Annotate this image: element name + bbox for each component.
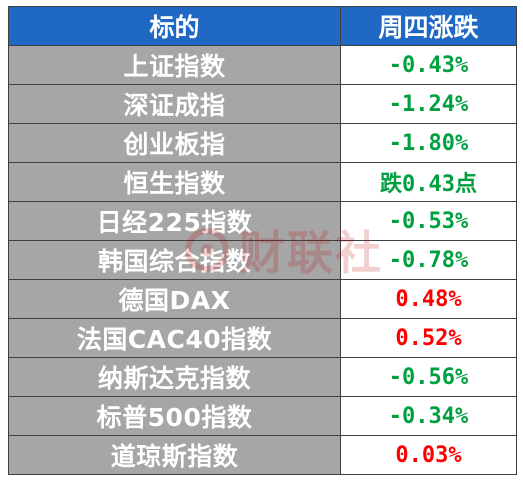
table-row: 纳斯达克指数 -0.56% xyxy=(8,357,517,397)
header-change-cell: 周四涨跌 xyxy=(340,6,517,46)
index-change-cell: 0.52% xyxy=(340,318,517,358)
index-name-cell: 上证指数 xyxy=(8,45,341,85)
index-change-cell: -0.53% xyxy=(340,201,517,241)
index-change-cell: -0.34% xyxy=(340,396,517,436)
table-row: 创业板指 -1.80% xyxy=(8,123,517,163)
index-name-cell: 标普500指数 xyxy=(8,396,341,436)
table-row: 恒生指数 跌0.43点 xyxy=(8,162,517,202)
index-change-cell: -1.24% xyxy=(340,84,517,124)
index-name-cell: 纳斯达克指数 xyxy=(8,357,341,397)
index-change-cell: 0.48% xyxy=(340,279,517,319)
index-name-cell: 恒生指数 xyxy=(8,162,341,202)
table-row: 深证成指 -1.24% xyxy=(8,84,517,124)
index-change-cell: -1.80% xyxy=(340,123,517,163)
index-change-cell: -0.56% xyxy=(340,357,517,397)
index-name-cell: 道琼斯指数 xyxy=(8,435,341,475)
table-header-row: 标的 周四涨跌 xyxy=(8,6,517,46)
table-row: 标普500指数 -0.34% xyxy=(8,396,517,436)
table-row: 韩国综合指数 -0.78% xyxy=(8,240,517,280)
index-change-cell: -0.43% xyxy=(340,45,517,85)
header-name-cell: 标的 xyxy=(8,6,341,46)
index-name-cell: 日经225指数 xyxy=(8,201,341,241)
index-name-cell: 德国DAX xyxy=(8,279,341,319)
index-change-table: 标的 周四涨跌 上证指数 -0.43% 深证成指 -1.24% 创业板指 -1.… xyxy=(8,6,517,475)
table-row: 德国DAX 0.48% xyxy=(8,279,517,319)
index-name-cell: 创业板指 xyxy=(8,123,341,163)
table-row: 上证指数 -0.43% xyxy=(8,45,517,85)
table-row: 道琼斯指数 0.03% xyxy=(8,435,517,475)
index-change-cell: 跌0.43点 xyxy=(340,162,517,202)
table-row: 日经225指数 -0.53% xyxy=(8,201,517,241)
index-change-cell: 0.03% xyxy=(340,435,517,475)
index-change-cell: -0.78% xyxy=(340,240,517,280)
table-row: 法国CAC40指数 0.52% xyxy=(8,318,517,358)
index-name-cell: 法国CAC40指数 xyxy=(8,318,341,358)
index-name-cell: 韩国综合指数 xyxy=(8,240,341,280)
index-name-cell: 深证成指 xyxy=(8,84,341,124)
